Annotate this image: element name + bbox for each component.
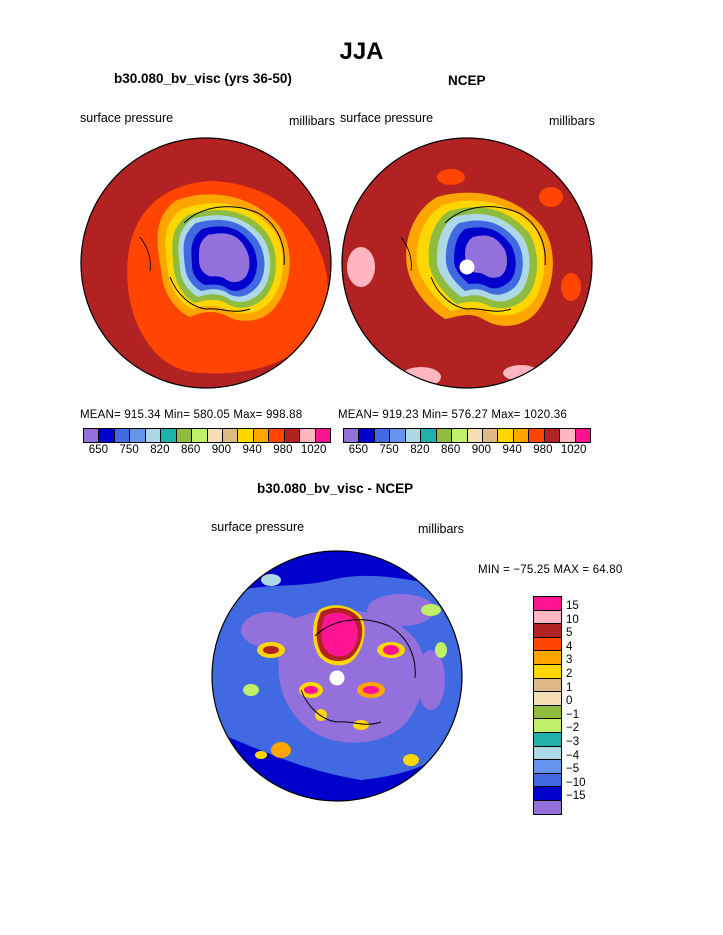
colorbar-swatch [390, 429, 406, 442]
diff-stats: MIN = −75.25 MAX = 64.80 [478, 564, 623, 576]
colorbar-tick-label: 940 [242, 444, 262, 456]
panel1-title: b30.080_bv_visc (yrs 36-50) [114, 71, 292, 86]
colorbar-swatch [560, 429, 576, 442]
colorbar-swatch [222, 429, 239, 442]
panel1-stats: MEAN= 915.34 Min= 580.05 Max= 998.88 [80, 409, 303, 421]
colorbar-tick-label: 940 [502, 444, 522, 456]
colorbar-level-label: 1 [566, 681, 573, 694]
panel2-colorbar [343, 428, 591, 443]
colorbar-swatch [176, 429, 193, 442]
colorbar-swatch [513, 429, 530, 442]
colorbar-swatch [207, 429, 223, 442]
colorbar-swatch [534, 637, 561, 652]
colorbar-level-label: 3 [566, 654, 573, 667]
colorbar-swatch [161, 429, 177, 442]
colorbar-level-label: −4 [566, 749, 580, 762]
colorbar-tick-label: 860 [181, 444, 201, 456]
colorbar-swatch [452, 429, 468, 442]
colorbar-swatch [269, 429, 285, 442]
colorbar-level-label: 5 [566, 627, 573, 640]
colorbar-swatch [534, 787, 561, 801]
colorbar-swatch [284, 429, 301, 442]
colorbar-swatch [534, 664, 561, 679]
panel2-units-label: millibars [549, 114, 595, 128]
colorbar-swatch [130, 429, 146, 442]
colorbar-tick-label: 650 [348, 444, 368, 456]
colorbar-swatch [544, 429, 561, 442]
colorbar-tick-label: 900 [471, 444, 491, 456]
colorbar-level-label: −3 [566, 736, 580, 748]
colorbar-swatch [359, 429, 375, 442]
diff-field-positive-15 [321, 612, 358, 657]
colorbar-swatch [534, 760, 561, 774]
colorbar-swatch [482, 429, 499, 442]
panel2-stats: MEAN= 919.23 Min= 576.27 Max= 1020.36 [338, 409, 567, 421]
panel1-units-label: millibars [289, 114, 335, 128]
colorbar-swatch [99, 429, 115, 442]
colorbar-swatch [421, 429, 437, 442]
colorbar-tick-label: 750 [119, 444, 139, 456]
panel1-variable-label: surface pressure [80, 111, 174, 125]
diff-polar-map [211, 550, 463, 802]
colorbar-swatch [436, 429, 453, 442]
colorbar-level-label: 4 [566, 640, 573, 653]
colorbar-tick-label: 750 [379, 444, 399, 456]
colorbar-swatch [534, 678, 561, 693]
colorbar-swatch [529, 429, 545, 442]
colorbar-swatch [534, 746, 561, 761]
colorbar-swatch [534, 692, 561, 706]
colorbar-level-label: −5 [566, 763, 580, 776]
colorbar-swatch [192, 429, 208, 442]
colorbar-tick-label: 980 [533, 444, 553, 456]
colorbar-swatch [575, 429, 590, 442]
colorbar-tick-label: 900 [211, 444, 231, 456]
colorbar-tick-label: 1020 [560, 444, 587, 456]
colorbar-swatch [498, 429, 514, 442]
colorbar-level-label: −2 [566, 722, 580, 735]
colorbar-tick-label: 650 [88, 444, 108, 456]
colorbar-level-label: 10 [566, 613, 579, 626]
colorbar-tick-label: 820 [410, 444, 430, 456]
colorbar-swatch [534, 732, 561, 747]
colorbar-swatch [534, 597, 561, 611]
colorbar-swatch [534, 610, 561, 625]
panel1-colorbar [83, 428, 331, 443]
colorbar-swatch [534, 624, 561, 638]
diff-units-label: millibars [418, 522, 464, 536]
colorbar-swatch [534, 800, 561, 814]
panel2-polar-map [341, 137, 593, 389]
colorbar-swatch [405, 429, 422, 442]
panel1-polar-map [80, 137, 332, 389]
colorbar-level-label: 0 [566, 695, 573, 708]
colorbar-swatch [238, 429, 254, 442]
colorbar-swatch [344, 429, 360, 442]
colorbar-swatch [145, 429, 162, 442]
diff-title: b30.080_bv_visc - NCEP [257, 481, 414, 496]
colorbar-tick-label: 1020 [300, 444, 327, 456]
colorbar-swatch [374, 429, 391, 442]
colorbar-level-label: −10 [566, 776, 586, 789]
colorbar-swatch [84, 429, 100, 442]
colorbar-tick-label: 860 [441, 444, 461, 456]
colorbar-swatch [534, 773, 561, 788]
colorbar-swatch [300, 429, 316, 442]
colorbar-swatch [114, 429, 131, 442]
colorbar-level-label: −1 [566, 708, 580, 721]
panel2-title: NCEP [448, 73, 486, 88]
colorbar-tick-label: 980 [273, 444, 293, 456]
page-title: JJA [339, 38, 384, 65]
colorbar-level-label: 15 [566, 600, 579, 612]
diff-colorbar [533, 596, 562, 815]
panel2-variable-label: surface pressure [340, 111, 434, 125]
diff-variable-label: surface pressure [211, 520, 305, 534]
colorbar-tick-label: 820 [150, 444, 170, 456]
colorbar-level-label: −15 [566, 790, 586, 803]
colorbar-swatch [534, 719, 561, 733]
colorbar-level-label: 2 [566, 668, 573, 680]
colorbar-swatch [315, 429, 330, 442]
colorbar-swatch [534, 651, 561, 665]
colorbar-swatch [253, 429, 270, 442]
colorbar-swatch [534, 705, 561, 720]
colorbar-swatch [467, 429, 483, 442]
